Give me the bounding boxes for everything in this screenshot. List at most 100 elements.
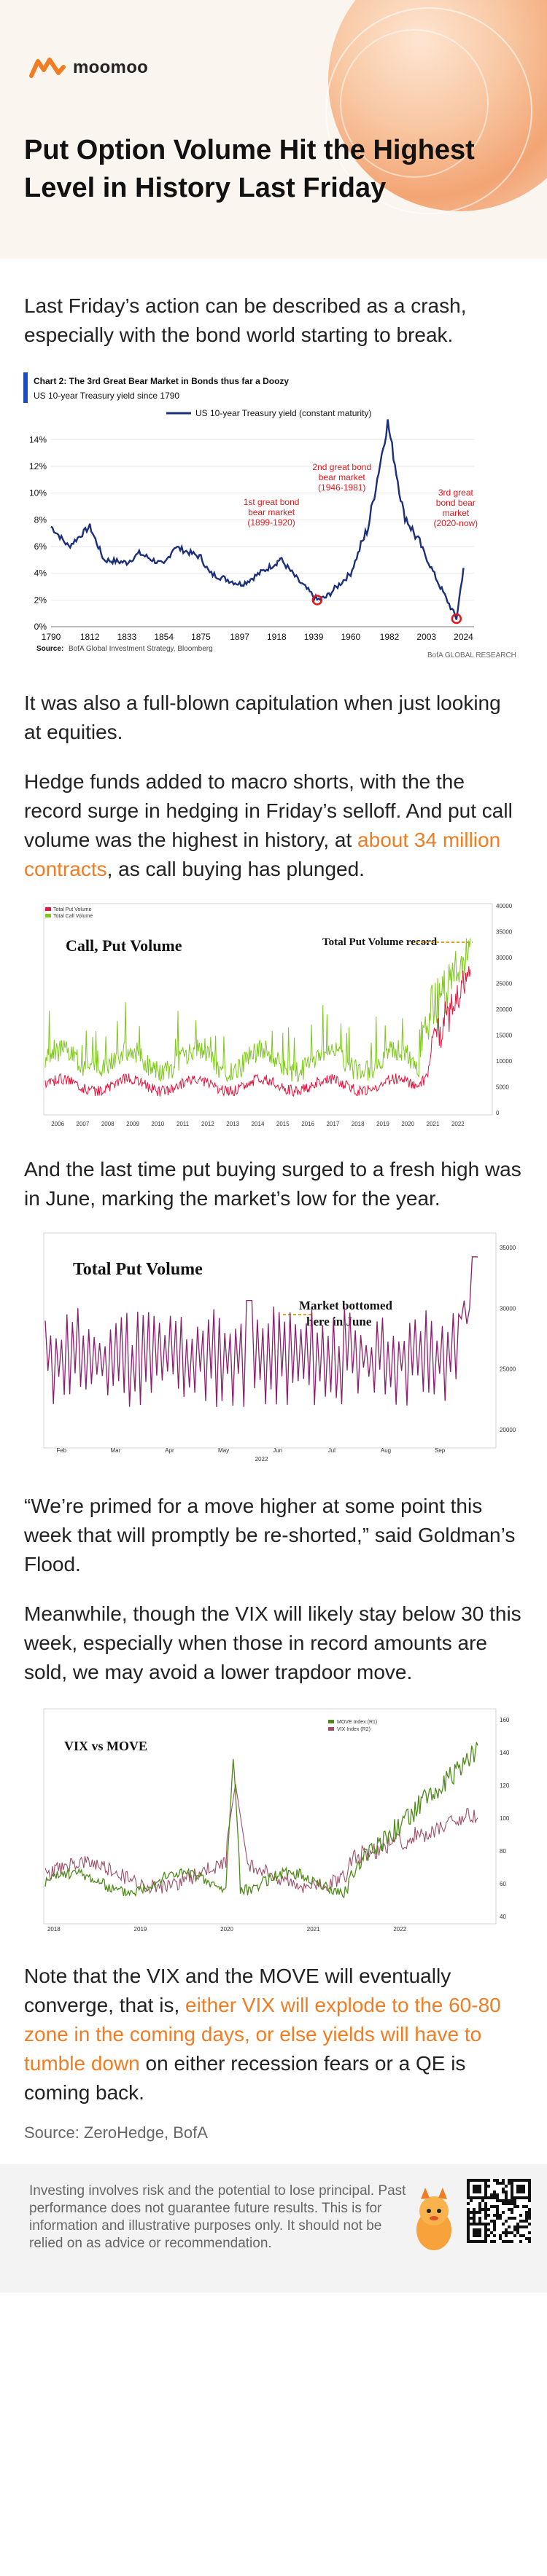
paragraph-intro: Last Friday’s action can be described as… bbox=[24, 294, 467, 346]
chart2-xtick: 2021 bbox=[427, 1121, 440, 1127]
chart3-ytick: 20000 bbox=[500, 1427, 516, 1433]
chart2-ytick: 30000 bbox=[496, 955, 513, 961]
chart2-xtick: 2010 bbox=[151, 1121, 164, 1127]
vix-series bbox=[44, 1784, 478, 1895]
chart1-annotation-text: (2020-now) bbox=[433, 518, 478, 528]
chart1-source: BofA Global Investment Strategy, Bloombe… bbox=[69, 645, 213, 653]
chart1-xtick: 1897 bbox=[230, 632, 249, 642]
chart1-annotation-text: 2nd great bond bbox=[312, 462, 371, 472]
chart3-annotation-line2: here in June bbox=[306, 1315, 372, 1328]
chart1-annotation-text: bond bear bbox=[436, 498, 476, 508]
move-legend-swatch bbox=[328, 1720, 334, 1723]
chart1-xtick: 2003 bbox=[416, 632, 436, 642]
chart2-ytick: 40000 bbox=[496, 903, 513, 909]
paragraph-hedge-funds: Hedge funds added to macro shorts, with … bbox=[0, 767, 547, 884]
yield-series-line bbox=[50, 419, 465, 620]
chart1-xtick: 1918 bbox=[267, 632, 287, 642]
chart2-xtick: 2019 bbox=[376, 1121, 389, 1127]
chart1-ytick: 6% bbox=[34, 541, 47, 552]
put-volume-series bbox=[44, 966, 471, 1097]
chart1-xtick: 1939 bbox=[304, 632, 324, 642]
chart4-xtick: 2021 bbox=[307, 1926, 320, 1933]
chart2-xtick: 2017 bbox=[326, 1121, 339, 1127]
chart1-ytick: 4% bbox=[34, 568, 47, 579]
chart1-xtick: 2024 bbox=[454, 632, 473, 642]
treasury-yield-chart: Chart 2: The 3rd Great Bear Market in Bo… bbox=[23, 372, 516, 659]
chart2-xtick: 2006 bbox=[51, 1121, 64, 1127]
chart4-xtick: 2018 bbox=[47, 1926, 61, 1933]
chart4-title: VIX vs MOVE bbox=[64, 1739, 147, 1753]
call-legend-label: Total Call Volume bbox=[53, 914, 93, 919]
contracts-link[interactable]: about 34 million contracts bbox=[24, 829, 501, 880]
chart2-xtick: 2020 bbox=[401, 1121, 414, 1127]
chart3-xtick: Jul bbox=[328, 1447, 335, 1454]
chart2-xtick: 2007 bbox=[77, 1121, 90, 1127]
call-volume-series bbox=[44, 938, 471, 1082]
chart3-xtick: May bbox=[218, 1447, 229, 1454]
chart2-xtick: 2022 bbox=[451, 1121, 465, 1127]
chart-title-bar bbox=[23, 372, 28, 403]
chart4-ytick: 60 bbox=[500, 1881, 506, 1887]
put-volume-series bbox=[44, 1256, 478, 1407]
paragraph-june-low: And the last time put buying surged to a… bbox=[24, 1158, 521, 1210]
chart1-annotation-text: (1946-1981) bbox=[318, 482, 365, 493]
chart1-xtick: 1854 bbox=[154, 632, 174, 642]
chart2-ytick: 35000 bbox=[496, 929, 513, 936]
chart1-annotation-text: bear market bbox=[248, 507, 295, 517]
call-put-volume-chart: Total Put Volume Total Call Volume Call,… bbox=[22, 900, 525, 1133]
chart3-ytick: 35000 bbox=[500, 1245, 516, 1251]
chart4-xtick: 2019 bbox=[134, 1926, 147, 1933]
chart1-ytick: 14% bbox=[29, 434, 47, 445]
chart4-ytick: 140 bbox=[500, 1750, 510, 1756]
chart4-ytick: 80 bbox=[500, 1848, 506, 1855]
vix-legend-swatch bbox=[328, 1727, 334, 1731]
chart1-xtick: 1790 bbox=[42, 632, 61, 642]
chart2-ytick: 15000 bbox=[496, 1033, 513, 1039]
chart4-ytick: 40 bbox=[500, 1914, 506, 1920]
globe-ring bbox=[325, 7, 532, 214]
vix-explode-link[interactable]: either VIX will explode to the 60-80 zon… bbox=[24, 1994, 501, 2075]
bear-market-low-marker bbox=[311, 595, 323, 606]
chart2-ytick: 10000 bbox=[496, 1058, 513, 1065]
move-legend-label: MOVE Index (R1) bbox=[337, 1720, 377, 1725]
chart3-ytick: 25000 bbox=[500, 1366, 516, 1373]
chart3-title: Total Put Volume bbox=[73, 1260, 203, 1279]
chart2-xtick: 2018 bbox=[352, 1121, 365, 1127]
chart1-ytick: 2% bbox=[34, 595, 47, 605]
qr-code-icon[interactable] bbox=[467, 2179, 531, 2243]
chart2-ytick: 0 bbox=[496, 1110, 500, 1116]
chart2-xtick: 2012 bbox=[201, 1121, 214, 1127]
chart3-ytick: 30000 bbox=[500, 1305, 516, 1312]
brand-name: moomoo bbox=[73, 58, 149, 77]
brand-logo[interactable]: moomoo bbox=[29, 57, 148, 79]
p7-text-b: on either recession fears or a QE is com… bbox=[24, 2052, 466, 2104]
p7-text-a: Note that the VIX and the MOVE will even… bbox=[24, 1965, 451, 2016]
paragraph-converge: Note that the VIX and the MOVE will even… bbox=[0, 1962, 547, 2107]
move-series bbox=[44, 1742, 478, 1898]
chart1-xtick: 1833 bbox=[117, 632, 137, 642]
footer: Investing involves risk and the potentia… bbox=[0, 2164, 547, 2293]
chart2-xtick: 2015 bbox=[276, 1121, 290, 1127]
paragraph-capitulation: It was also a full-blown capitulation wh… bbox=[24, 692, 501, 743]
moomoo-logo-icon bbox=[29, 58, 66, 78]
chart1-xtick: 1982 bbox=[380, 632, 400, 642]
total-put-volume-chart: Total Put Volume Market bottomed here in… bbox=[43, 1232, 516, 1463]
chart1-credit: BofA GLOBAL RESEARCH bbox=[427, 651, 516, 659]
chart1-xtick: 1875 bbox=[191, 632, 211, 642]
chart1-ytick: 10% bbox=[29, 488, 47, 498]
chart1-annotation-text: market bbox=[442, 508, 469, 518]
chart1-xtick: 1812 bbox=[80, 632, 100, 642]
chart2-plot-area bbox=[43, 903, 493, 1116]
disclaimer-text: Investing involves risk and the potentia… bbox=[29, 2183, 406, 2251]
vix-move-chart: VIX vs MOVE MOVE Index (R1) VIX Index (R… bbox=[43, 1708, 510, 1933]
chart2-title: Call, Put Volume bbox=[66, 936, 182, 955]
chart3-xtick: Sep bbox=[435, 1447, 446, 1454]
chart1-source-label: Source: bbox=[36, 645, 63, 653]
chart2-xtick: 2008 bbox=[101, 1121, 115, 1127]
chart3-xtick: Feb bbox=[56, 1447, 66, 1454]
chart1-subtitle: US 10-year Treasury yield since 1790 bbox=[34, 391, 179, 401]
chart1-title: Chart 2: The 3rd Great Bear Market in Bo… bbox=[34, 376, 289, 386]
chart1-ytick: 12% bbox=[29, 461, 47, 471]
chart1-annotation-text: (1899-1920) bbox=[247, 517, 295, 528]
paragraph-vix: Meanwhile, though the VIX will likely st… bbox=[24, 1602, 521, 1683]
